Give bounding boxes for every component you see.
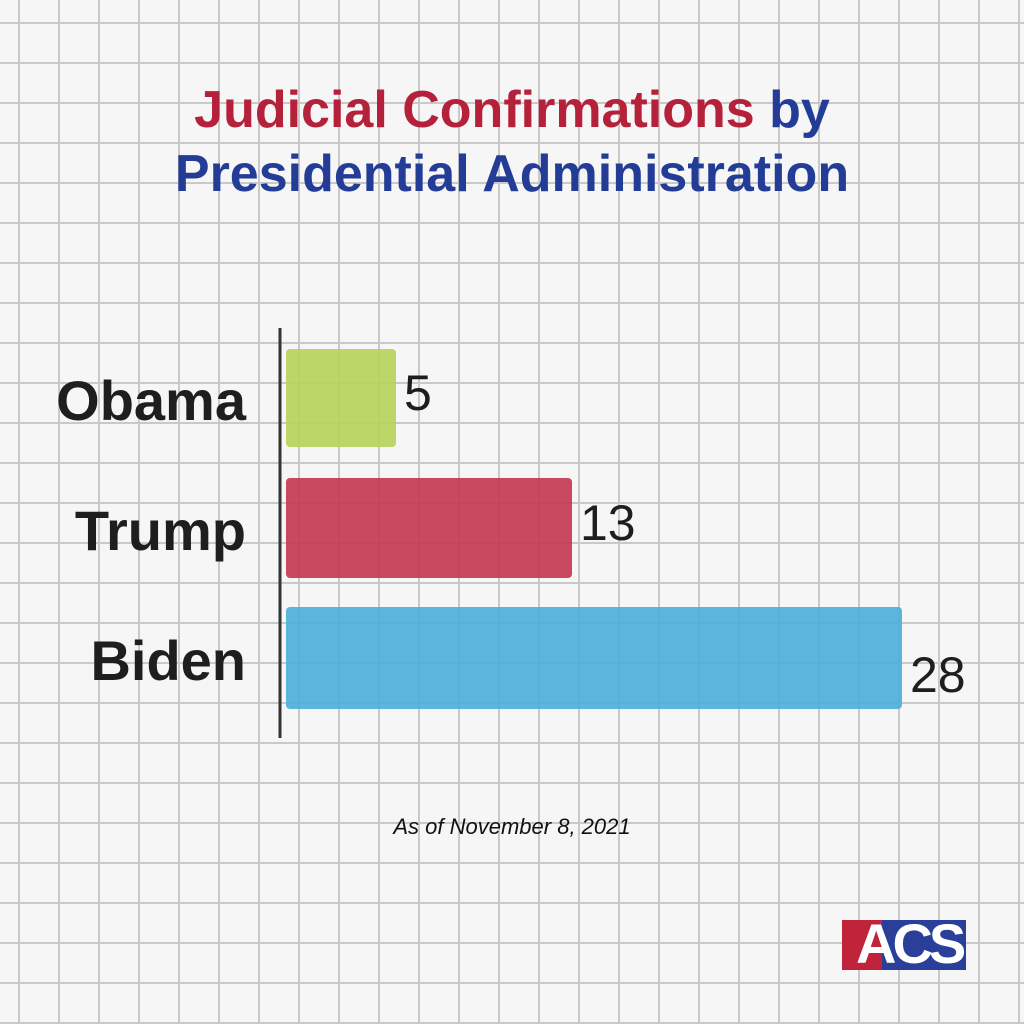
category-label-biden: Biden	[90, 629, 246, 692]
bar-biden	[286, 607, 902, 709]
title-line2: Presidential Administration	[174, 145, 850, 203]
value-label-biden: 28	[910, 647, 966, 703]
value-label-trump: 13	[580, 495, 636, 551]
bar-trump	[286, 478, 572, 578]
logo-blue-block	[882, 920, 966, 970]
acs-logo: ACS	[842, 912, 966, 975]
value-label-obama: 5	[404, 365, 432, 421]
chart-title: Judicial Confirmations by Presidential A…	[0, 78, 1024, 206]
bar-group: Obama 5 Trump 13 Biden 28	[56, 349, 966, 709]
bar-obama	[286, 349, 396, 447]
category-label-trump: Trump	[75, 499, 246, 562]
title-part-blue: by	[769, 81, 830, 139]
logo-text: ACS	[856, 912, 966, 975]
title-part-red: Judicial Confirmations	[194, 81, 755, 139]
category-label-obama: Obama	[56, 369, 247, 432]
footnote: As of November 8, 2021	[393, 814, 631, 839]
